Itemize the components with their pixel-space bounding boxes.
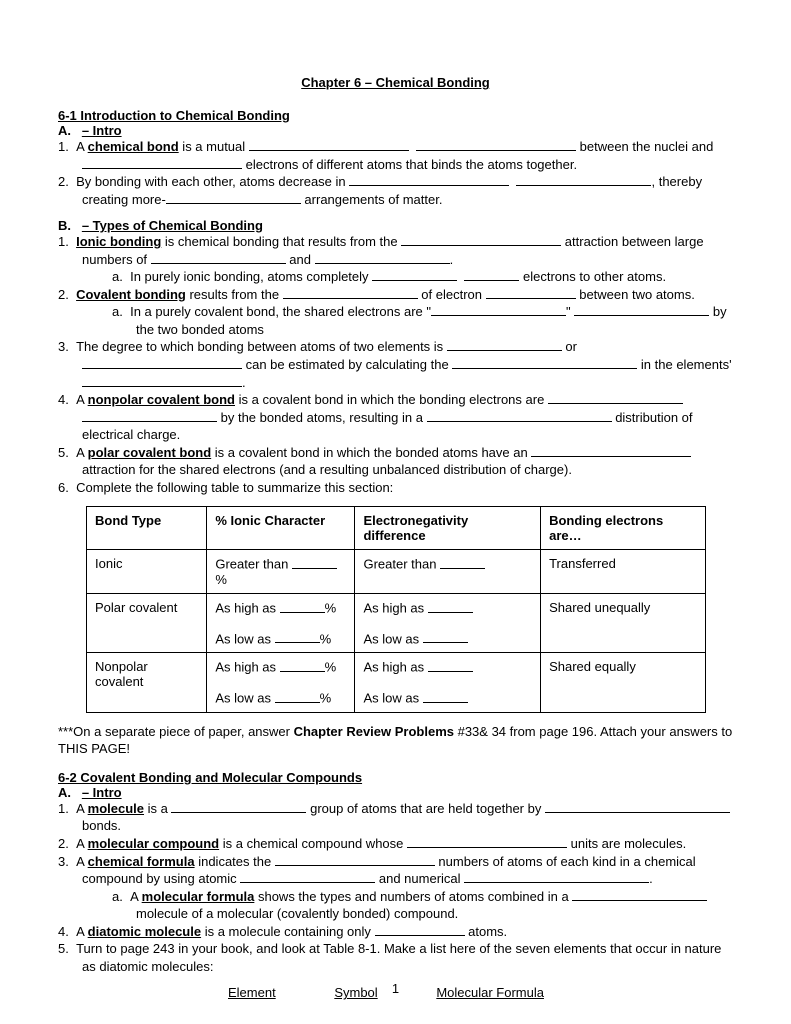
sub-a-label: A.: [58, 123, 71, 138]
blank: [280, 600, 325, 613]
th-ionic-char: % Ionic Character: [207, 507, 355, 550]
blank: [447, 339, 562, 352]
th-bond-type: Bond Type: [87, 507, 207, 550]
item-6-2-a-1: 1. A molecule is a group of atoms that a…: [58, 800, 733, 835]
item-6-1-b-4: 4. A nonpolar covalent bond is a covalen…: [58, 391, 733, 444]
blank: [531, 444, 691, 457]
subitem: a. In purely ionic bonding, atoms comple…: [112, 268, 733, 286]
blank: [275, 853, 435, 866]
blank: [166, 191, 301, 204]
sub-b-label: B.: [58, 218, 71, 233]
blank: [171, 800, 306, 813]
item-6-2-a-2: 2. A molecular compound is a chemical co…: [58, 835, 733, 853]
sub-a-title: – Intro: [82, 123, 122, 138]
worksheet-page: Chapter 6 – Chemical Bonding 6-1 Introdu…: [0, 0, 791, 1024]
section-6-2-heading: 6-2 Covalent Bonding and Molecular Compo…: [58, 770, 733, 785]
blank: [275, 690, 320, 703]
table-row: Nonpolar covalent As high as %As low as …: [87, 653, 706, 712]
blank: [440, 556, 485, 569]
blank: [275, 631, 320, 644]
blank: [431, 304, 566, 317]
blank: [423, 631, 468, 644]
blank: [545, 800, 730, 813]
table-header-row: Bond Type % Ionic Character Electronegat…: [87, 507, 706, 550]
sublist: a. In a purely covalent bond, the shared…: [82, 303, 733, 338]
blank: [572, 888, 707, 901]
section-6-1-heading: 6-1 Introduction to Chemical Bonding: [58, 108, 733, 123]
blank: [280, 659, 325, 672]
item-6-1-b-5: 5. A polar covalent bond is a covalent b…: [58, 444, 733, 479]
blank: [427, 409, 612, 422]
blank: [82, 156, 242, 169]
blank: [452, 356, 637, 369]
subsection-6-1-b: B. – Types of Chemical Bonding: [58, 218, 733, 233]
item-6-2-a-5: 5. Turn to page 243 in your book, and lo…: [58, 940, 733, 975]
item-6-2-a-4: 4. A diatomic molecule is a molecule con…: [58, 923, 733, 941]
blank: [315, 251, 450, 264]
th-en-diff: Electronegativity difference: [355, 507, 541, 550]
subitem: a. A molecular formula shows the types a…: [112, 888, 733, 923]
blank: [82, 374, 242, 387]
blank: [151, 251, 286, 264]
item-6-1-b-2: 2. Covalent bonding results from the of …: [58, 286, 733, 339]
blank: [82, 356, 242, 369]
blank: [240, 870, 375, 883]
list-6-1-a: 1. A chemical bond is a mutual between t…: [58, 138, 733, 208]
blank: [401, 234, 561, 247]
blank: [423, 690, 468, 703]
blank: [486, 286, 576, 299]
sub-a-title-62: – Intro: [82, 785, 122, 800]
blank: [548, 391, 683, 404]
blank: [516, 173, 651, 186]
list-6-1-b: 1. Ionic bonding is chemical bonding tha…: [58, 233, 733, 496]
bond-type-table: Bond Type % Ionic Character Electronegat…: [86, 506, 706, 712]
table-row: Ionic Greater than % Greater than Transf…: [87, 550, 706, 594]
blank: [407, 835, 567, 848]
sublist: a. In purely ionic bonding, atoms comple…: [82, 268, 733, 286]
blank: [428, 600, 473, 613]
blank: [464, 870, 649, 883]
blank: [375, 923, 465, 936]
list-6-2-a: 1. A molecule is a group of atoms that a…: [58, 800, 733, 975]
page-number: 1: [0, 981, 791, 996]
blank: [574, 304, 709, 317]
sub-a-label-62: A.: [58, 785, 71, 800]
blank: [464, 269, 519, 282]
blank: [416, 138, 576, 151]
item-6-1-a-1: 1. A chemical bond is a mutual between t…: [58, 138, 733, 173]
subitem: a. In a purely covalent bond, the shared…: [112, 303, 733, 338]
blank: [428, 659, 473, 672]
subsection-6-2-a: A. – Intro: [58, 785, 733, 800]
blank: [349, 173, 509, 186]
th-electrons: Bonding electrons are…: [541, 507, 706, 550]
blank: [292, 556, 337, 569]
item-6-1-a-2: 2. By bonding with each other, atoms dec…: [58, 173, 733, 208]
item-6-2-a-3: 3. A chemical formula indicates the numb…: [58, 853, 733, 923]
blank: [372, 269, 457, 282]
item-6-1-b-6: 6. Complete the following table to summa…: [58, 479, 733, 497]
item-6-1-b-1: 1. Ionic bonding is chemical bonding tha…: [58, 233, 733, 286]
subsection-6-1-a: A. – Intro: [58, 123, 733, 138]
item-6-1-b-3: 3. The degree to which bonding between a…: [58, 338, 733, 391]
sublist: a. A molecular formula shows the types a…: [82, 888, 733, 923]
blank: [249, 138, 409, 151]
blank: [82, 409, 217, 422]
table-row: Polar covalent As high as %As low as % A…: [87, 594, 706, 653]
chapter-title: Chapter 6 – Chemical Bonding: [58, 75, 733, 90]
chapter-review-note: ***On a separate piece of paper, answer …: [58, 723, 733, 758]
sub-b-title: – Types of Chemical Bonding: [82, 218, 263, 233]
blank: [283, 286, 418, 299]
